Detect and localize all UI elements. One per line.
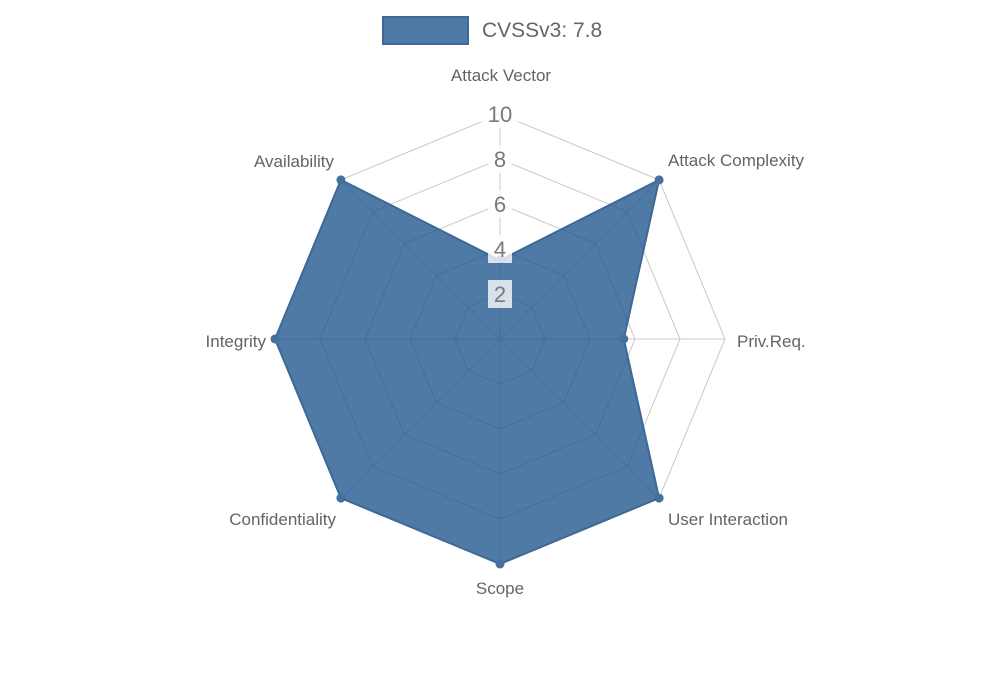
tick-backdrop: [488, 235, 512, 263]
data-point-marker: [495, 559, 505, 569]
axis-label-attack-complexity: Attack Complexity: [668, 151, 805, 170]
axis-label-availability: Availability: [254, 152, 335, 171]
tick-backdrop: [488, 145, 512, 173]
legend[interactable]: CVSSv3: 7.8: [382, 16, 602, 45]
tick-backdrop: [481, 100, 519, 128]
data-point-marker: [270, 334, 280, 344]
tick-label: 10: [488, 102, 512, 127]
legend-label: CVSSv3: 7.8: [482, 18, 603, 42]
data-polygon: [274, 178, 661, 565]
tick-label: 8: [494, 147, 506, 172]
legend-swatch: [382, 16, 469, 45]
axis-label-integrity: Integrity: [206, 332, 267, 351]
tick-label: 2: [494, 282, 506, 307]
tick-backdrop: [488, 280, 512, 308]
axis-label-priv-req: Priv.Req.: [737, 332, 806, 351]
data-point-marker: [336, 493, 346, 503]
data-point-marker: [654, 175, 664, 185]
axis-label-confidentiality: Confidentiality: [229, 510, 336, 529]
data-point-marker: [619, 334, 629, 344]
tick-label: 4: [494, 237, 506, 262]
axis-label-user-interaction: User Interaction: [668, 510, 788, 529]
axis-label-attack-vector: Attack Vector: [451, 66, 551, 85]
tick-label: 6: [494, 192, 506, 217]
axis-label-scope: Scope: [476, 579, 524, 598]
data-point-marker: [654, 493, 664, 503]
tick-backdrop: [488, 190, 512, 218]
data-point-marker: [336, 175, 346, 185]
